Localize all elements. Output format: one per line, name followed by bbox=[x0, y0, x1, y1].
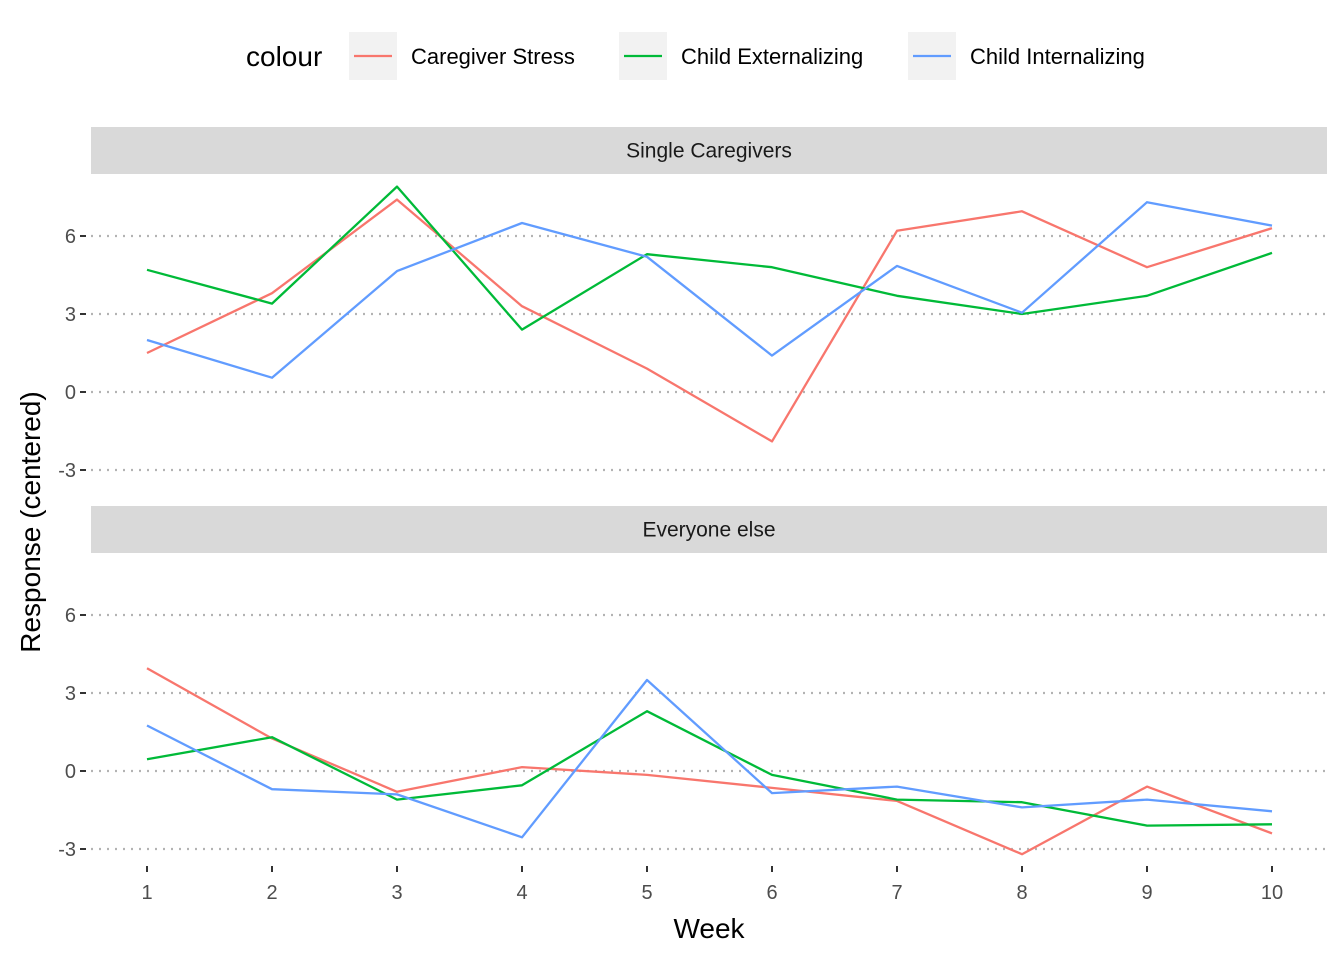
x-tick-label: 4 bbox=[516, 882, 527, 904]
facet-panels: Single Caregivers -3 0 3 6 Everyone else -3 0 3 6 bbox=[58, 127, 1327, 861]
y-tick-label: 3 bbox=[65, 683, 76, 705]
facet-strip bbox=[91, 127, 1327, 174]
x-tick-label: 5 bbox=[641, 882, 652, 904]
x-axis-title: Week bbox=[673, 913, 745, 944]
series-line-child-externalizing bbox=[146, 710, 1273, 827]
legend-entry-child-internalizing: Child Internalizing bbox=[908, 32, 1145, 80]
facet-strip-label: Everyone else bbox=[642, 519, 775, 542]
legend-entry-child-externalizing: Child Externalizing bbox=[619, 32, 863, 80]
x-tick-label: 8 bbox=[1016, 882, 1027, 904]
y-tick-label: -3 bbox=[58, 839, 76, 861]
series-line-child-externalizing bbox=[146, 185, 1273, 331]
facet-strip-label: Single Caregivers bbox=[626, 140, 792, 163]
legend-title: colour bbox=[246, 41, 322, 72]
legend-entry-caregiver-stress: Caregiver Stress bbox=[349, 32, 575, 80]
x-tick-label: 2 bbox=[266, 882, 277, 904]
series-line-child-internalizing bbox=[146, 678, 1273, 839]
facet-strip bbox=[91, 506, 1327, 553]
x-tick-label: 7 bbox=[891, 882, 902, 904]
y-tick-label: -3 bbox=[58, 460, 76, 482]
legend-label: Child Externalizing bbox=[681, 44, 863, 69]
x-tick-label: 3 bbox=[391, 882, 402, 904]
x-tick-label: 9 bbox=[1141, 882, 1152, 904]
series-line-child-internalizing bbox=[146, 201, 1273, 379]
y-tick-label: 3 bbox=[65, 304, 76, 326]
y-tick-label: 6 bbox=[65, 605, 76, 627]
legend-label: Child Internalizing bbox=[970, 44, 1145, 69]
y-tick-label: 0 bbox=[65, 382, 76, 404]
x-tick-label: 6 bbox=[766, 882, 777, 904]
y-tick-label: 6 bbox=[65, 226, 76, 248]
facet-panel-2: Everyone else -3 0 3 6 bbox=[58, 506, 1327, 861]
y-axis-title: Response (centered) bbox=[15, 391, 46, 652]
series-line-caregiver-stress bbox=[146, 667, 1273, 856]
x-axis: 1 2 3 4 5 6 7 8 9 10 bbox=[141, 866, 1283, 904]
x-tick-label: 1 bbox=[141, 882, 152, 904]
x-tick-label: 10 bbox=[1261, 882, 1283, 904]
legend: colour Caregiver Stress Child Externalizi… bbox=[246, 32, 1145, 80]
y-tick-label: 0 bbox=[65, 761, 76, 783]
legend-label: Caregiver Stress bbox=[411, 44, 575, 69]
facet-panel-1: Single Caregivers -3 0 3 6 bbox=[58, 127, 1327, 482]
